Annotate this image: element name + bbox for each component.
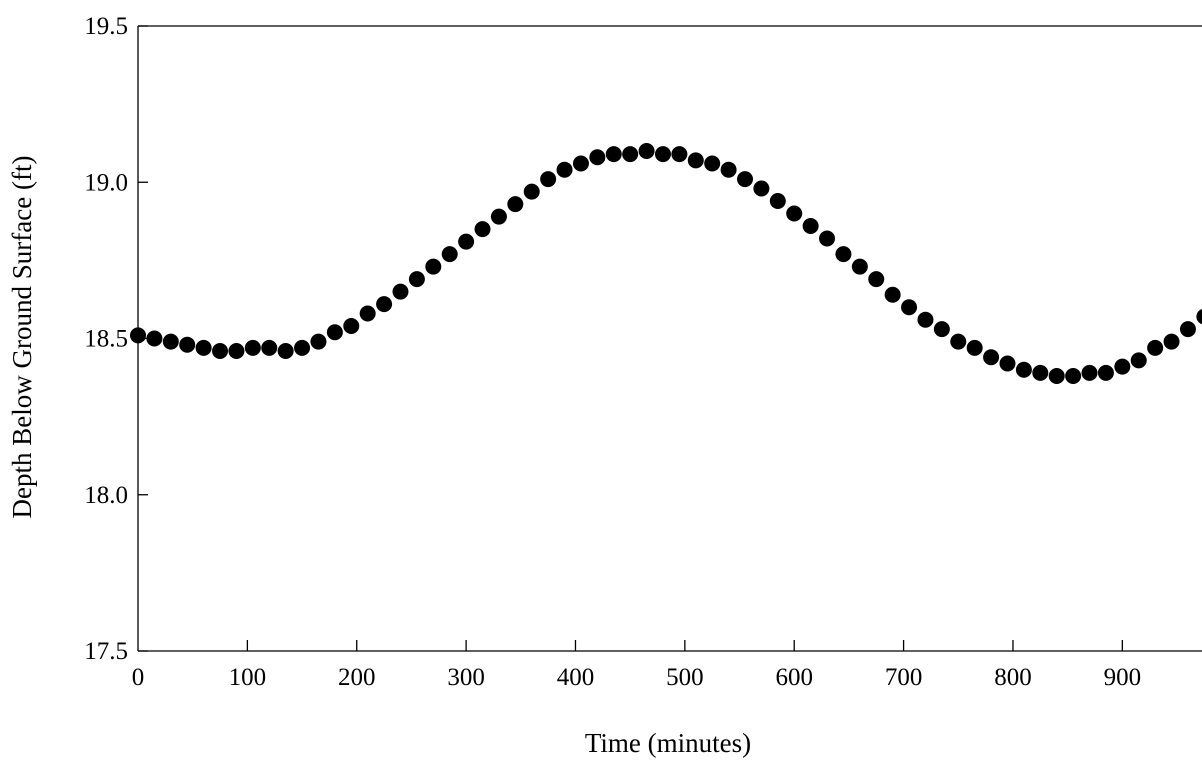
data-point — [622, 146, 639, 163]
y-tick-label: 17.5 — [84, 638, 128, 665]
data-point — [737, 171, 754, 188]
data-point — [359, 305, 376, 322]
data-point — [966, 339, 983, 356]
data-point — [392, 283, 409, 300]
data-point — [786, 205, 803, 222]
data-point — [146, 330, 163, 347]
data-point — [244, 339, 261, 356]
data-point — [687, 152, 704, 169]
data-point — [638, 143, 655, 159]
data-point — [654, 146, 671, 163]
data-point — [884, 286, 901, 303]
y-tick-label: 19.0 — [84, 169, 128, 196]
data-point — [720, 161, 737, 178]
x-axis-title: Time (minutes) — [585, 728, 751, 758]
y-axis-ticks: 19.5 19.0 18.5 18.0 17.5 — [84, 13, 148, 665]
data-point — [523, 183, 540, 200]
x-tick-label: 300 — [447, 664, 485, 691]
data-point — [228, 343, 245, 359]
x-tick-label: 500 — [666, 664, 704, 691]
data-point — [589, 149, 606, 166]
data-point — [868, 271, 885, 288]
data-point — [130, 327, 146, 344]
data-point — [1196, 308, 1202, 325]
data-point — [851, 258, 868, 275]
data-point — [802, 218, 819, 234]
data-point — [917, 311, 934, 328]
data-point — [179, 336, 196, 353]
data-point — [1130, 352, 1147, 369]
data-point — [933, 321, 950, 338]
data-point — [195, 339, 212, 356]
data-point — [1032, 364, 1049, 381]
data-points — [130, 143, 1202, 384]
data-point — [212, 343, 229, 359]
x-tick-label: 600 — [775, 664, 813, 691]
data-point — [1065, 368, 1082, 384]
data-point — [1097, 364, 1114, 381]
data-point — [556, 161, 573, 178]
data-point — [671, 146, 688, 163]
x-tick-label: 800 — [994, 664, 1032, 691]
data-point — [490, 208, 507, 225]
data-point — [408, 271, 425, 288]
data-point — [753, 180, 770, 197]
data-point — [474, 221, 491, 238]
x-tick-label: 100 — [229, 664, 267, 691]
data-point — [1081, 364, 1098, 381]
data-point — [162, 333, 179, 350]
x-tick-label: 900 — [1104, 664, 1142, 691]
data-point — [999, 355, 1016, 372]
y-tick-label: 18.0 — [84, 482, 128, 509]
data-point — [540, 171, 557, 188]
data-point — [507, 196, 524, 213]
data-point — [261, 339, 278, 356]
data-point — [1179, 321, 1196, 338]
data-point — [425, 258, 442, 275]
data-point — [277, 343, 294, 359]
data-point — [343, 318, 360, 334]
data-point — [835, 246, 852, 263]
data-point — [326, 324, 343, 341]
data-point — [983, 349, 1000, 366]
y-tick-label: 19.5 — [84, 13, 128, 40]
data-point — [1048, 368, 1065, 384]
data-point — [310, 333, 327, 350]
x-tick-label: 400 — [557, 664, 595, 691]
data-point — [950, 333, 967, 350]
data-point — [1163, 333, 1180, 350]
data-point — [605, 146, 622, 163]
data-point — [1147, 339, 1164, 356]
data-point — [572, 155, 589, 172]
y-axis-title: Depth Below Ground Surface (ft) — [7, 156, 37, 519]
data-point — [704, 155, 721, 172]
data-point — [901, 299, 918, 316]
data-point — [376, 296, 393, 313]
data-point — [1015, 361, 1032, 378]
x-tick-label: 700 — [885, 664, 923, 691]
data-point — [819, 230, 836, 247]
x-axis-ticks: 0 100 200 300 400 500 600 700 800 900 — [132, 640, 1141, 691]
x-tick-label: 0 — [132, 664, 145, 691]
data-point — [441, 246, 458, 263]
data-point — [458, 233, 475, 250]
data-point — [769, 193, 786, 209]
y-tick-label: 18.5 — [84, 326, 128, 353]
data-point — [1114, 358, 1131, 375]
x-tick-label: 200 — [338, 664, 376, 691]
data-point — [294, 339, 311, 356]
